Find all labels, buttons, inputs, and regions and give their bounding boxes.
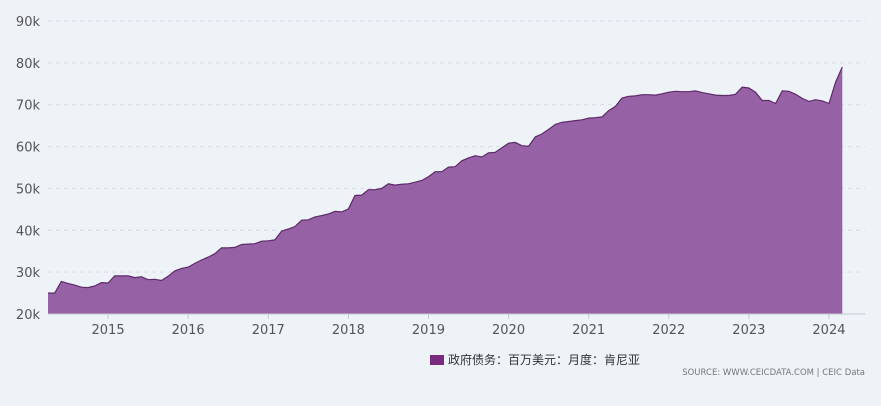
- x-tick-label: 2018: [332, 323, 365, 338]
- legend-swatch: [430, 354, 444, 365]
- x-tick-label: 2019: [412, 323, 445, 338]
- x-tick-label: 2022: [652, 323, 685, 338]
- x-tick-label: 2024: [812, 323, 845, 338]
- x-tick-label: 2023: [732, 323, 765, 338]
- y-tick-label: 70k: [16, 99, 41, 114]
- y-tick-label: 80k: [16, 57, 41, 72]
- area-fill: [48, 67, 843, 314]
- series-line: [48, 66, 843, 294]
- x-tick-label: 2015: [92, 323, 125, 338]
- source-text: SOURCE: WWW.CEICDATA.COM | CEIC Data: [682, 368, 865, 378]
- y-tick-label: 40k: [16, 224, 41, 239]
- x-tick-label: 2020: [492, 323, 525, 338]
- legend-label: 政府债务：百万美元：月度：肯尼亚: [448, 353, 641, 367]
- y-tick-label: 60k: [16, 141, 41, 156]
- x-tick-label: 2016: [172, 323, 205, 338]
- y-tick-label: 50k: [16, 182, 41, 197]
- x-tick-label: 2017: [252, 323, 285, 338]
- y-tick-label: 30k: [16, 266, 41, 281]
- x-tick-label: 2021: [572, 323, 605, 338]
- y-tick-label: 90k: [16, 15, 41, 30]
- y-tick-label: 20k: [16, 308, 41, 323]
- legend[interactable]: 政府债务：百万美元：月度：肯尼亚: [430, 351, 640, 368]
